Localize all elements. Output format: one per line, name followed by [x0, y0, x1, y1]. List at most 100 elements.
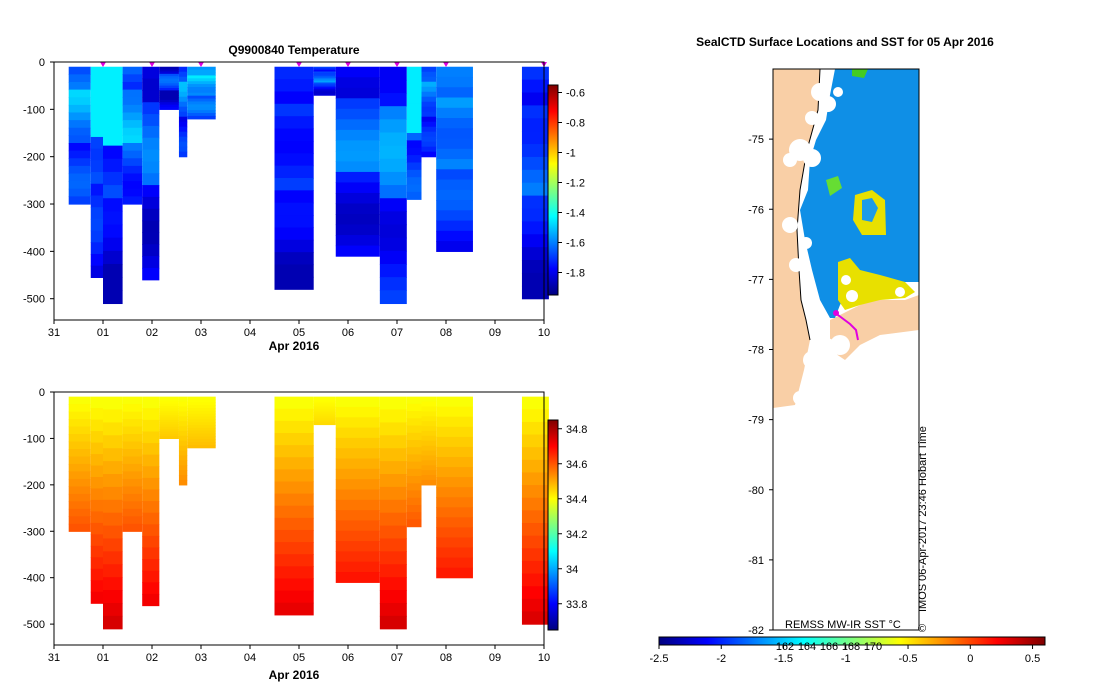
profile-cell [436, 97, 473, 109]
profile-cell [421, 151, 437, 158]
profile-cell [379, 577, 407, 591]
profile-cell [406, 432, 422, 441]
profile-cell [122, 181, 143, 190]
profile-cell [335, 572, 380, 583]
x-tick-label: 06 [342, 652, 354, 664]
profile-cell [406, 504, 422, 513]
profile-cell [421, 411, 437, 417]
profile-cell [521, 131, 549, 145]
profile-cell [178, 396, 188, 403]
profile-cell [274, 276, 314, 290]
y-tick-label: -300 [23, 199, 45, 211]
x-tick-label: 07 [391, 327, 403, 339]
profile-cell [521, 421, 549, 436]
profile-cell [122, 426, 143, 435]
profile-cell [103, 66, 123, 81]
lat-tick-label: -79 [748, 415, 764, 427]
profile-cell [178, 121, 188, 128]
profile-cell [379, 290, 407, 305]
profile-cell [187, 407, 216, 412]
profile-cell [335, 77, 380, 89]
profile-cell [103, 602, 123, 617]
profile-cell [159, 412, 179, 416]
profile-column [436, 396, 473, 579]
profile-cell [187, 72, 216, 77]
temperature-title: Q9900840 Temperature [228, 43, 360, 57]
profile-cell [521, 144, 549, 158]
profile-cell [142, 78, 160, 92]
profile-cell [122, 196, 143, 205]
profile-cell [313, 76, 336, 79]
profile-cell [142, 489, 160, 502]
profile-cell [159, 431, 179, 435]
profile-cell [103, 198, 123, 212]
profile-cell [103, 525, 123, 540]
profile-cell [187, 444, 216, 449]
profile-cell [521, 535, 549, 549]
profile-cell [142, 466, 160, 479]
profile-cell [142, 114, 160, 127]
profile-cell [187, 433, 216, 437]
profile-cell [159, 85, 179, 89]
profile-cell [187, 95, 216, 100]
profile-cell [122, 158, 143, 167]
profile-cell [68, 486, 91, 495]
profile-cell [313, 409, 336, 412]
profile-cell [103, 106, 123, 120]
profile-cell [187, 78, 216, 82]
colorbar-tick-label: -1.8 [566, 268, 585, 280]
profile-cell [122, 127, 143, 136]
profile-cell [521, 195, 549, 210]
profile-cell [178, 116, 188, 123]
profile-cell [421, 426, 437, 432]
profile-cell [313, 91, 336, 95]
profile-cell [406, 125, 422, 134]
profile-cell [90, 511, 103, 524]
profile-cell [406, 103, 422, 112]
profile-cell [142, 90, 160, 103]
profile-cell [159, 95, 179, 99]
profile-cell [313, 77, 336, 80]
profile-cell [421, 106, 437, 113]
profile-cell [68, 104, 91, 114]
profile-cell [122, 523, 143, 532]
profile-cell [379, 564, 407, 578]
colorbar-tick-label: -0.6 [566, 88, 585, 100]
profile-cell [406, 396, 422, 405]
profile-column [142, 396, 160, 607]
profile-cell [436, 467, 473, 478]
x-tick-label: 09 [489, 652, 501, 664]
profile-cell [274, 445, 314, 458]
profile-cell [379, 224, 407, 239]
profile-cell [90, 419, 103, 432]
profile-cell [421, 111, 437, 118]
colorbar-tick-label: -0.8 [566, 118, 585, 130]
profile-cell [187, 439, 216, 443]
profile-cell [313, 66, 336, 69]
profile-cell [436, 66, 473, 78]
profile-cell [68, 89, 91, 98]
profile-cell [178, 126, 188, 133]
profile-cell [335, 245, 380, 257]
profile-cell [335, 561, 380, 573]
profile-cell [90, 545, 103, 558]
profile-cell [436, 436, 473, 448]
temperature-colorbar-ticks: -0.6 -0.8 -1 -1.2 -1.4 -1.6 -1.8 [558, 88, 585, 280]
profile-cell [406, 454, 422, 463]
green-patch [826, 176, 842, 196]
profile-cell [90, 476, 103, 490]
profile-cell [178, 76, 188, 83]
sst-tick-label: 0.5 [1025, 653, 1040, 665]
profile-cell [122, 478, 143, 487]
sst-colorbar-ticks: -2.5 -2 -1.5 -1 -0.5 0 0.5 [650, 645, 1040, 665]
profile-cell [142, 267, 160, 281]
profile-cell [379, 93, 407, 107]
profile-column [90, 66, 103, 278]
profile-cell [159, 403, 179, 407]
profile-column [187, 66, 216, 120]
profile-cell [90, 125, 103, 138]
profile-cell [274, 264, 314, 278]
profile-cell [406, 191, 422, 200]
profile-cell [122, 516, 143, 525]
profile-cell [521, 260, 549, 274]
